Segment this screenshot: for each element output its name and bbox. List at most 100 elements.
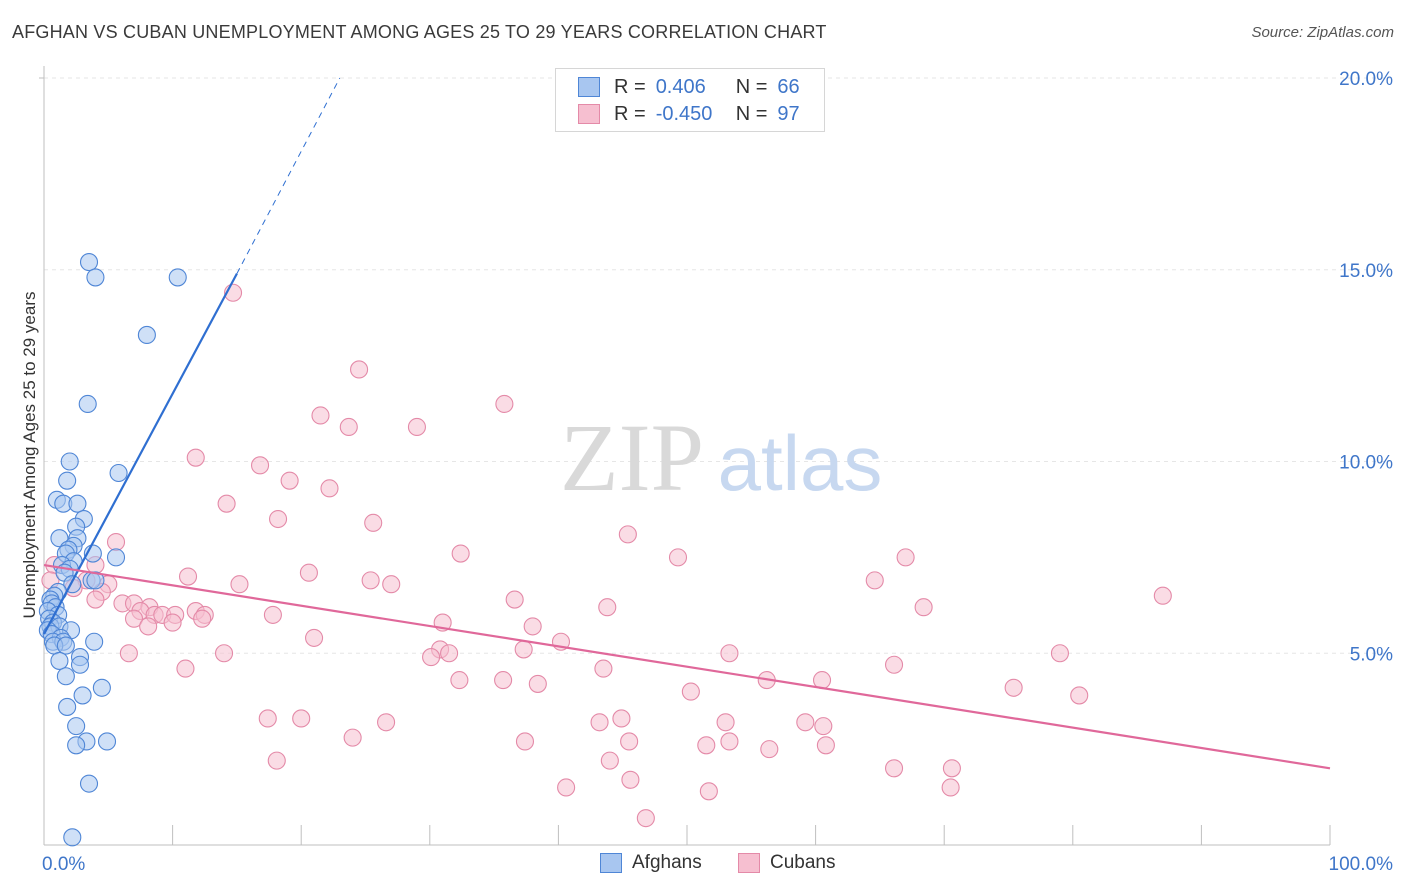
afghan-trend-line [43, 273, 238, 635]
watermark-zip: ZIP [560, 404, 704, 511]
cuban-point [699, 782, 718, 801]
afghan-point [106, 548, 126, 567]
afghan-point [97, 732, 117, 751]
cuban-point [528, 674, 547, 693]
cuban-point [636, 809, 655, 828]
cuban-point [896, 548, 915, 567]
cuban-point [720, 644, 739, 663]
cuban-point [451, 544, 470, 563]
cuban-point [884, 655, 904, 674]
y-tick-label: 15.0% [1339, 261, 1393, 282]
cuban-point [422, 648, 441, 667]
afghan-point [86, 268, 105, 287]
cuban-point [124, 609, 144, 628]
cuban-point [176, 659, 195, 678]
cuban-point [186, 448, 205, 467]
grid-lines [44, 77, 1390, 654]
legend-row-cubans: R = -0.450 N = 97 [578, 102, 800, 126]
cuban-point [523, 617, 542, 636]
cuban-point [230, 575, 249, 594]
source-label: Source: ZipAtlas.com [1251, 24, 1394, 41]
x-tick-label: 100.0% [1329, 854, 1394, 875]
cuban-point [163, 613, 182, 632]
cuban-point [618, 525, 637, 544]
cuban-point [86, 590, 105, 609]
cuban-point [720, 732, 739, 751]
cuban-point [258, 709, 277, 728]
afghan-point [58, 697, 77, 716]
cuban-point [620, 732, 639, 751]
cuban-point [598, 598, 617, 617]
cuban-point [311, 406, 330, 425]
cuban-point [495, 394, 514, 414]
afghan-point [67, 717, 86, 736]
cuban-point [612, 709, 631, 728]
y-tick-label: 20.0% [1339, 69, 1393, 90]
cuban-point [557, 778, 576, 797]
bottom-legend-cubans: Cubans [738, 852, 836, 874]
y-tick-label: 5.0% [1350, 644, 1393, 665]
afghan-point [168, 268, 187, 287]
cuban-point [814, 717, 833, 736]
bottom-legend-afghans: Afghans [600, 852, 702, 874]
n-label: N = [735, 102, 768, 125]
cuban-point [865, 571, 884, 590]
cuban-point [1070, 686, 1089, 705]
cuban-point [269, 509, 288, 529]
cuban-point [942, 759, 961, 778]
cuban-point [621, 770, 640, 789]
afghan-point [56, 667, 75, 686]
tick-labels: 5.0% 10.0% 15.0% 20.0% 0.0% 100.0% [42, 69, 1393, 875]
cuban-point [594, 659, 613, 678]
chart-title: AFGHAN VS CUBAN UNEMPLOYMENT AMONG AGES … [12, 22, 827, 42]
cuban-point [697, 736, 716, 755]
afghan-point [60, 452, 79, 471]
afghan-swatch [600, 853, 622, 873]
afghan-point [58, 471, 77, 490]
correlation-legend: R = 0.406 N = 66 R = -0.450 N = 97 [555, 68, 825, 132]
afghan-point [85, 632, 104, 651]
cuban-point [280, 471, 299, 490]
cuban-point [884, 759, 904, 778]
afghan-point [109, 463, 128, 483]
afghan-point [67, 736, 86, 755]
cuban-point [339, 417, 358, 437]
cuban-point [941, 778, 960, 797]
cuban-point [350, 360, 369, 379]
r-value: -0.450 [655, 102, 713, 125]
cuban-point [305, 628, 324, 647]
cuban-point [816, 736, 835, 755]
trend-lines [43, 77, 1331, 770]
cuban-point [139, 617, 158, 636]
afghans-label: Afghans [632, 852, 702, 873]
cuban-point [364, 513, 383, 532]
legend-row-afghans: R = 0.406 N = 66 [578, 75, 800, 99]
cuban-point [299, 563, 318, 582]
cuban-point [514, 640, 533, 659]
afghan-point [79, 774, 99, 793]
cuban-point [760, 740, 779, 759]
afghan-trend-extension [236, 77, 341, 274]
afghan-swatch [578, 77, 600, 97]
cuban-point [382, 575, 401, 594]
cuban-point [716, 713, 735, 732]
afghan-point [79, 253, 99, 272]
cuban-point [515, 732, 535, 751]
cuban-point [505, 590, 524, 609]
cuban-point [681, 682, 700, 701]
afghan-points [38, 253, 187, 847]
cuban-point [1004, 678, 1023, 697]
afghan-point [86, 571, 105, 590]
y-tick-label: 10.0% [1339, 453, 1393, 474]
cuban-point [217, 494, 236, 513]
cuban-point [292, 709, 311, 728]
r-label: R = [614, 102, 646, 125]
n-value: 97 [777, 102, 800, 125]
afghan-point [50, 651, 69, 670]
cuban-point [267, 751, 286, 770]
cuban-trend-line [43, 563, 1331, 770]
r-label: R = [614, 75, 646, 98]
cuban-point [178, 567, 198, 586]
cuban-point [106, 532, 126, 552]
